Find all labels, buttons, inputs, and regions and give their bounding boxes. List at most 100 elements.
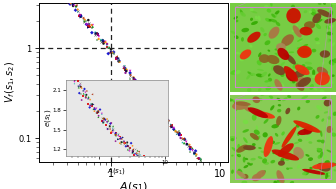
Ellipse shape — [332, 163, 336, 166]
Point — [92, 108, 97, 111]
Ellipse shape — [250, 18, 253, 21]
Ellipse shape — [240, 12, 246, 17]
Point — [67, 3, 73, 6]
Point — [71, 68, 77, 71]
Point — [92, 31, 98, 34]
Ellipse shape — [241, 174, 247, 178]
Ellipse shape — [324, 111, 328, 114]
Ellipse shape — [232, 101, 248, 110]
Point — [160, 171, 165, 174]
Point — [204, 169, 209, 172]
Point — [202, 164, 208, 167]
Ellipse shape — [305, 67, 313, 70]
Ellipse shape — [238, 154, 241, 156]
Point — [162, 115, 167, 118]
Point — [171, 128, 176, 131]
Ellipse shape — [268, 27, 280, 39]
Ellipse shape — [232, 73, 237, 75]
Ellipse shape — [330, 4, 333, 8]
Point — [104, 42, 110, 45]
Point — [87, 25, 92, 28]
Point — [154, 105, 160, 108]
Ellipse shape — [279, 83, 284, 88]
Point — [201, 165, 207, 168]
Ellipse shape — [327, 116, 332, 120]
Ellipse shape — [293, 147, 304, 159]
Point — [187, 146, 193, 149]
Point — [68, 2, 73, 5]
Point — [198, 159, 204, 162]
Point — [132, 153, 137, 156]
Ellipse shape — [229, 136, 237, 139]
Point — [140, 91, 145, 94]
Point — [150, 164, 155, 167]
Point — [122, 65, 127, 68]
Point — [94, 32, 99, 35]
Ellipse shape — [316, 105, 323, 110]
Ellipse shape — [297, 38, 303, 42]
Point — [121, 140, 127, 143]
Point — [125, 144, 130, 147]
Point — [79, 98, 84, 101]
Point — [120, 136, 126, 139]
Point — [168, 124, 173, 127]
Point — [131, 76, 136, 79]
Point — [100, 121, 106, 124]
Point — [83, 91, 88, 94]
Ellipse shape — [265, 18, 271, 22]
Point — [141, 154, 146, 157]
Ellipse shape — [324, 100, 331, 106]
Point — [84, 23, 89, 26]
Ellipse shape — [240, 49, 251, 60]
Ellipse shape — [314, 72, 330, 85]
Ellipse shape — [243, 129, 249, 133]
Point — [104, 43, 110, 46]
Ellipse shape — [282, 48, 286, 53]
Point — [88, 102, 93, 105]
Point — [168, 125, 173, 128]
Point — [127, 70, 133, 73]
Point — [154, 106, 159, 109]
Point — [139, 156, 144, 159]
Point — [133, 81, 138, 84]
Point — [209, 173, 214, 176]
Ellipse shape — [256, 125, 258, 130]
Point — [92, 110, 97, 113]
Ellipse shape — [297, 46, 312, 58]
Point — [160, 170, 165, 173]
Point — [104, 120, 110, 123]
Point — [169, 126, 174, 129]
Ellipse shape — [330, 3, 336, 5]
Point — [96, 35, 101, 38]
Ellipse shape — [294, 17, 298, 21]
Point — [146, 95, 152, 98]
Ellipse shape — [303, 44, 308, 47]
Point — [140, 156, 145, 159]
Point — [196, 157, 202, 160]
Point — [127, 147, 132, 150]
Point — [104, 126, 110, 129]
Ellipse shape — [321, 154, 327, 159]
Point — [147, 160, 152, 163]
Point — [141, 94, 146, 97]
Point — [77, 84, 83, 87]
Ellipse shape — [293, 120, 321, 133]
Point — [174, 131, 179, 134]
Point — [180, 141, 185, 144]
Point — [154, 168, 159, 171]
Point — [77, 13, 82, 16]
Point — [75, 78, 80, 81]
Point — [139, 86, 144, 89]
Point — [93, 32, 98, 35]
Point — [154, 165, 159, 168]
Point — [90, 24, 95, 27]
Ellipse shape — [258, 88, 262, 91]
Point — [146, 99, 152, 102]
Ellipse shape — [258, 52, 261, 57]
Ellipse shape — [331, 61, 335, 66]
Ellipse shape — [283, 53, 290, 58]
Point — [187, 148, 193, 151]
Point — [138, 158, 144, 161]
Point — [160, 172, 165, 175]
Point — [196, 157, 202, 160]
